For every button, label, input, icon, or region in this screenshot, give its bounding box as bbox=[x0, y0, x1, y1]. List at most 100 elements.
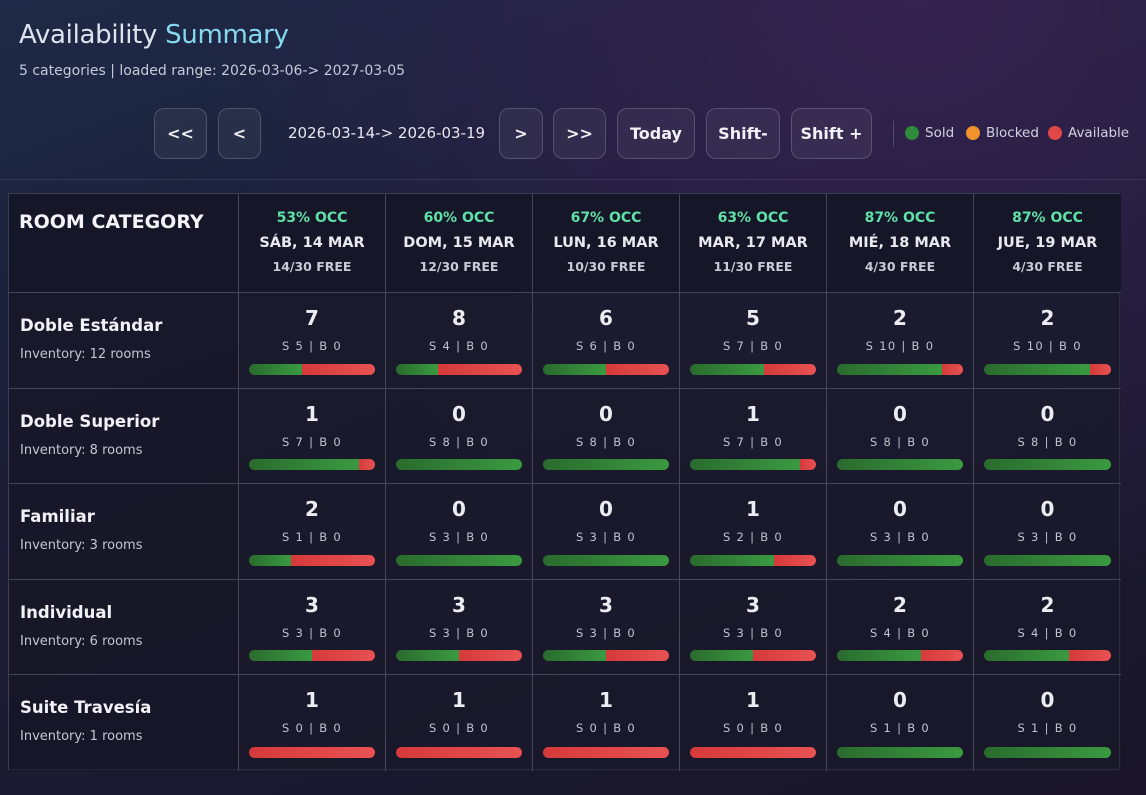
availability-cell[interactable]: 0 S 3 | B 0 bbox=[386, 484, 533, 580]
sold-blocked-detail: S 3 | B 0 bbox=[869, 530, 931, 545]
category-column-header: ROOM CATEGORY bbox=[9, 194, 239, 293]
sold-blocked-detail: S 3 | B 0 bbox=[281, 625, 343, 640]
availability-cell[interactable]: 0 S 3 | B 0 bbox=[974, 484, 1121, 580]
availability-cell[interactable]: 5 S 7 | B 0 bbox=[680, 293, 827, 389]
availability-cell[interactable]: 3 S 3 | B 0 bbox=[239, 579, 386, 676]
occupancy-bar bbox=[543, 363, 669, 375]
occupancy-bar bbox=[249, 746, 375, 758]
day-column-header[interactable]: 87% OCC MIÉ, 18 MAR 4/30 FREE bbox=[827, 194, 974, 293]
day-column-header[interactable]: 63% OCC MAR, 17 MAR 11/30 FREE bbox=[680, 194, 827, 293]
available-count: 3 bbox=[599, 592, 613, 617]
toolbar-divider bbox=[893, 121, 894, 147]
availability-cell[interactable]: 1 S 0 | B 0 bbox=[680, 675, 827, 771]
occupancy-bar-available-segment bbox=[753, 650, 816, 662]
availability-cell[interactable]: 0 S 8 | B 0 bbox=[974, 388, 1121, 485]
availability-cell[interactable]: 1 S 0 | B 0 bbox=[386, 675, 533, 771]
sold-blocked-detail: S 5 | B 0 bbox=[281, 339, 343, 353]
day-free-count: 4/30 FREE bbox=[864, 259, 936, 274]
day-column-header[interactable]: 67% OCC LUN, 16 MAR 10/30 FREE bbox=[533, 194, 680, 293]
occupancy-bar-available-segment bbox=[606, 650, 669, 662]
availability-cell[interactable]: 2 S 10 | B 0 bbox=[974, 293, 1121, 389]
availability-cell[interactable]: 1 S 0 | B 0 bbox=[239, 675, 386, 771]
availability-cell[interactable]: 0 S 3 | B 0 bbox=[827, 484, 974, 580]
sold-blocked-detail: S 1 | B 0 bbox=[281, 530, 343, 545]
available-count: 1 bbox=[746, 497, 760, 522]
occupancy-bar bbox=[984, 363, 1111, 375]
category-row-header: Familiar Inventory: 3 rooms bbox=[9, 484, 239, 580]
day-column-header[interactable]: 87% OCC JUE, 19 MAR 4/30 FREE bbox=[974, 194, 1121, 293]
availability-cell[interactable]: 3 S 3 | B 0 bbox=[680, 579, 827, 676]
occupancy-bar-available-segment bbox=[921, 650, 963, 662]
occupancy-bar-sold-segment bbox=[543, 363, 606, 375]
day-occupancy: 87% OCC bbox=[864, 210, 936, 226]
occupancy-bar-sold-segment bbox=[690, 363, 764, 375]
availability-cell[interactable]: 2 S 1 | B 0 bbox=[239, 484, 386, 580]
category-name: Doble Superior bbox=[20, 411, 160, 431]
sold-blocked-detail: S 4 | B 0 bbox=[1017, 625, 1078, 640]
sold-blocked-detail: S 0 | B 0 bbox=[281, 721, 343, 736]
availability-cell[interactable]: 2 S 4 | B 0 bbox=[827, 579, 974, 676]
first-page-button[interactable]: << bbox=[154, 108, 207, 159]
category-inventory: Inventory: 1 rooms bbox=[20, 729, 143, 745]
shift-minus-button[interactable]: Shift- bbox=[706, 108, 780, 159]
occupancy-bar bbox=[837, 363, 963, 375]
occupancy-bar-sold-segment bbox=[249, 459, 360, 471]
occupancy-bar bbox=[249, 554, 375, 566]
day-occupancy: 67% OCC bbox=[570, 210, 642, 226]
availability-cell[interactable]: 1 S 7 | B 0 bbox=[680, 388, 827, 485]
occupancy-bar-available-segment bbox=[800, 459, 816, 471]
available-count: 0 bbox=[452, 401, 466, 426]
sold-blocked-detail: S 4 | B 0 bbox=[428, 339, 490, 353]
available-count: 1 bbox=[305, 401, 319, 426]
availability-cell[interactable]: 3 S 3 | B 0 bbox=[533, 579, 680, 676]
day-free-count: 14/30 FREE bbox=[272, 259, 352, 274]
sold-blocked-detail: S 8 | B 0 bbox=[428, 434, 490, 449]
available-count: 2 bbox=[893, 306, 907, 330]
occupancy-bar-available-segment bbox=[291, 554, 375, 566]
availability-cell[interactable]: 2 S 10 | B 0 bbox=[827, 293, 974, 389]
occupancy-bar-available-segment bbox=[359, 459, 375, 471]
availability-cell[interactable]: 6 S 6 | B 0 bbox=[533, 293, 680, 389]
availability-cell[interactable]: 0 S 8 | B 0 bbox=[386, 388, 533, 485]
category-inventory: Inventory: 12 rooms bbox=[20, 347, 151, 362]
category-inventory: Inventory: 3 rooms bbox=[20, 538, 143, 554]
day-date: JUE, 19 MAR bbox=[997, 235, 1098, 251]
occupancy-bar bbox=[249, 363, 375, 375]
availability-cell[interactable]: 2 S 4 | B 0 bbox=[974, 579, 1121, 676]
available-count: 2 bbox=[1040, 306, 1055, 330]
day-occupancy: 53% OCC bbox=[276, 210, 348, 226]
prev-page-button[interactable]: < bbox=[218, 108, 261, 159]
next-page-button[interactable]: > bbox=[499, 108, 543, 159]
availability-cell[interactable]: 1 S 7 | B 0 bbox=[239, 388, 386, 485]
availability-cell[interactable]: 0 S 3 | B 0 bbox=[533, 484, 680, 580]
occupancy-bar-available-segment bbox=[543, 746, 669, 758]
occupancy-bar bbox=[837, 459, 963, 471]
day-free-count: 11/30 FREE bbox=[713, 259, 793, 274]
availability-cell[interactable]: 0 S 8 | B 0 bbox=[827, 388, 974, 485]
occupancy-bar bbox=[837, 650, 963, 662]
sold-blocked-detail: S 3 | B 0 bbox=[428, 530, 490, 545]
availability-cell[interactable]: 8 S 4 | B 0 bbox=[386, 293, 533, 389]
day-column-header[interactable]: 53% OCC SÁB, 14 MAR 14/30 FREE bbox=[239, 194, 386, 293]
occupancy-bar-sold-segment bbox=[984, 459, 1111, 471]
availability-table: ROOM CATEGORY 53% OCC SÁB, 14 MAR 14/30 FRE… bbox=[8, 193, 1121, 771]
shift-plus-button[interactable]: Shift + bbox=[791, 108, 872, 159]
available-count: 0 bbox=[599, 401, 613, 426]
availability-cell[interactable]: 0 S 1 | B 0 bbox=[827, 675, 974, 771]
availability-cell[interactable]: 0 S 1 | B 0 bbox=[974, 675, 1121, 771]
occupancy-bar bbox=[984, 459, 1111, 471]
occupancy-bar-sold-segment bbox=[396, 554, 522, 566]
today-button[interactable]: Today bbox=[617, 108, 695, 159]
availability-cell[interactable]: 3 S 3 | B 0 bbox=[386, 579, 533, 676]
availability-cell[interactable]: 7 S 5 | B 0 bbox=[239, 293, 386, 389]
day-occupancy: 60% OCC bbox=[423, 210, 495, 226]
availability-cell[interactable]: 1 S 0 | B 0 bbox=[533, 675, 680, 771]
availability-cell[interactable]: 0 S 8 | B 0 bbox=[533, 388, 680, 485]
occupancy-bar bbox=[984, 650, 1111, 662]
occupancy-bar-sold-segment bbox=[249, 363, 302, 375]
sold-blocked-detail: S 3 | B 0 bbox=[575, 530, 637, 545]
last-page-button[interactable]: >> bbox=[553, 108, 606, 159]
day-column-header[interactable]: 60% OCC DOM, 15 MAR 12/30 FREE bbox=[386, 194, 533, 293]
sold-blocked-detail: S 3 | B 0 bbox=[1017, 530, 1078, 545]
availability-cell[interactable]: 1 S 2 | B 0 bbox=[680, 484, 827, 580]
